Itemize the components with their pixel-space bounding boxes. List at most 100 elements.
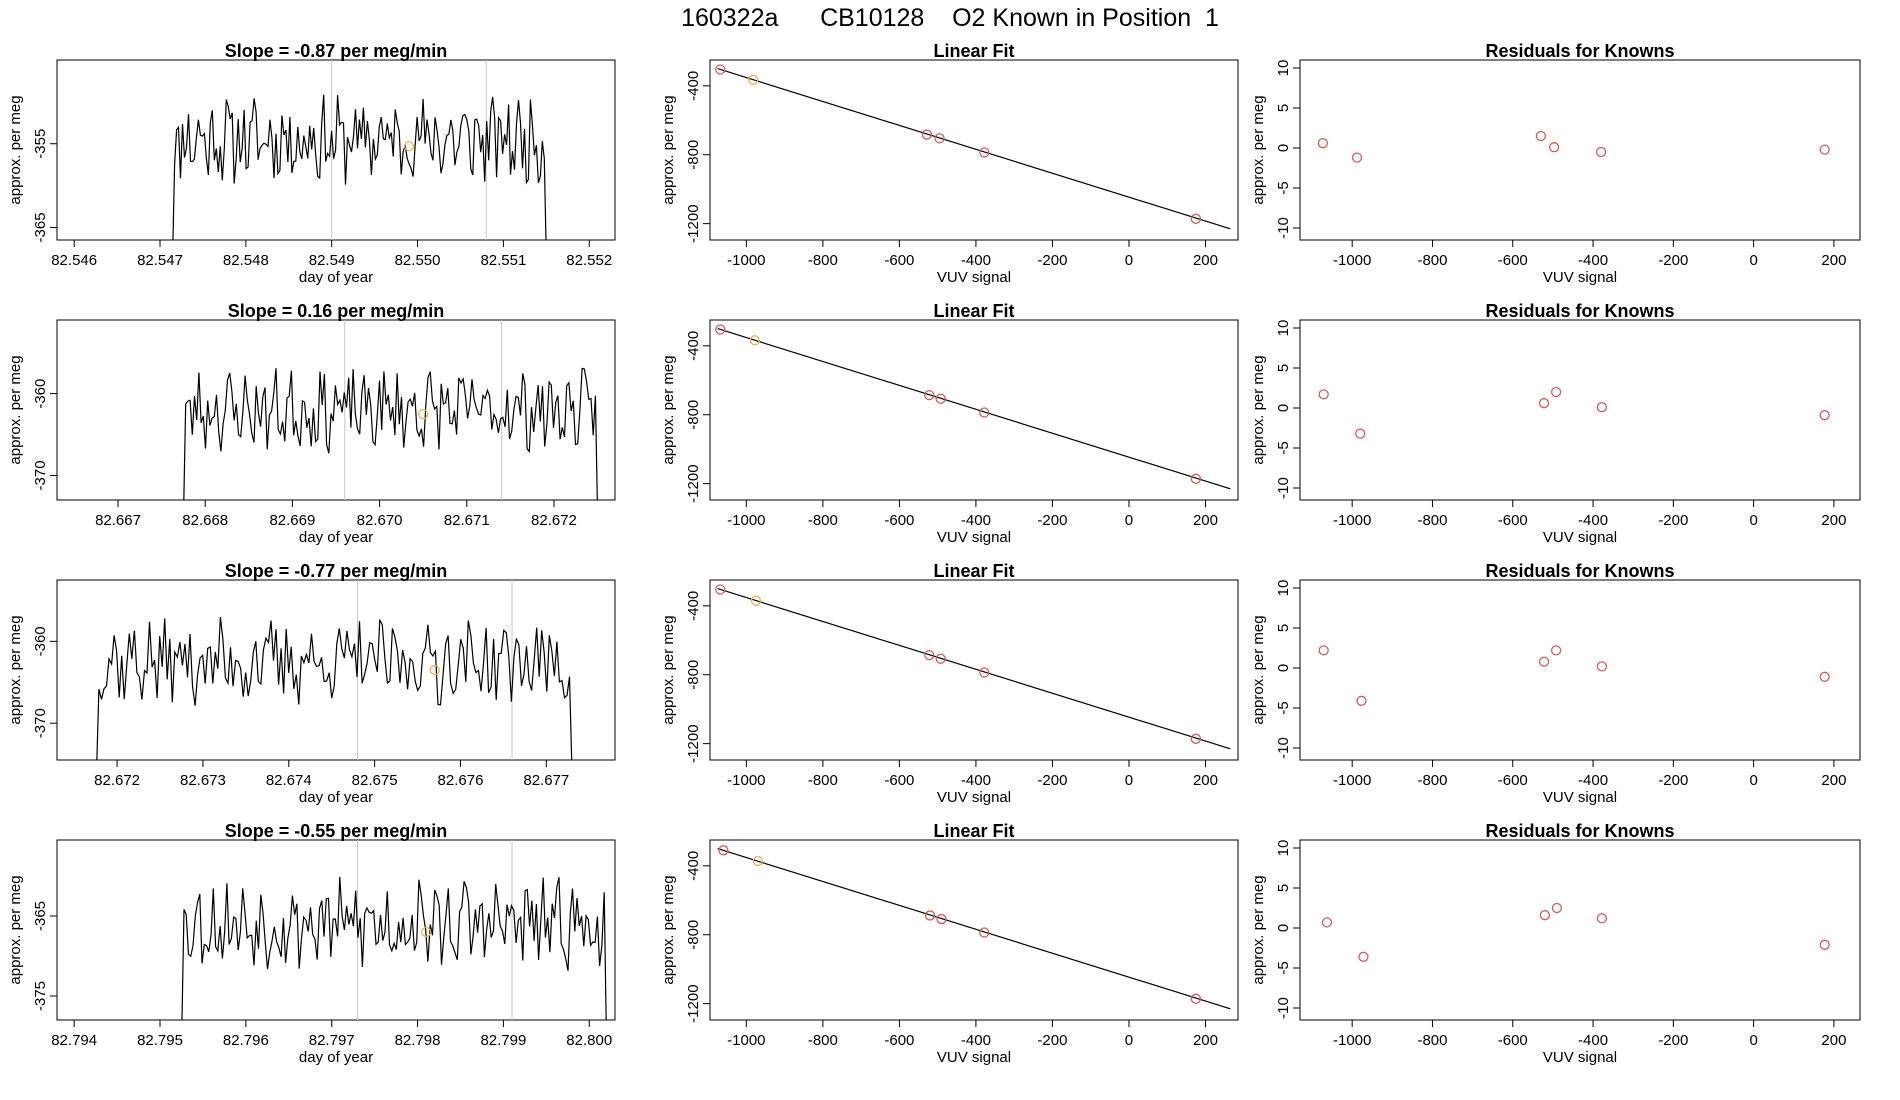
data-point [935,393,946,404]
x-tick-label: 82.667 [95,512,141,529]
panel-r3-c3: Residuals for Knowns-1000 -800 -600 -400 -20… [1250,561,1861,806]
x-tick-label: -400 [1578,1032,1608,1049]
series-line [181,876,607,1020]
x-tick-label: -800 [1417,1032,1447,1049]
x-axis-label: VUV signal [1543,269,1617,286]
x-tick-label: -600 [1498,1032,1528,1049]
data-point [1190,733,1202,744]
y-tick-label: 10 [1275,580,1292,597]
x-tick-label: -1000 [727,512,765,529]
y-tick-label: 0 [1275,404,1292,412]
data-point [752,855,763,867]
x-tick-label: -1000 [727,772,765,789]
x-tick-label: 82.671 [444,512,490,529]
y-axis-label: approx. per meg [7,615,24,724]
x-tick-label: 82.675 [352,772,398,789]
x-axis-label: day of year [299,529,373,546]
data-point [1318,389,1329,400]
x-tick-label: 0 [1749,252,1757,269]
plot-frame [709,319,1239,501]
data-point [1819,671,1830,682]
data-point [1819,939,1830,950]
y-tick-label: -1200 [685,204,702,242]
data-point [1819,144,1830,155]
y-axis-label: approx. per meg [1250,95,1267,204]
sample-marker [418,408,429,420]
x-tick-label: -200 [1037,252,1067,269]
x-tick-label: -600 [884,772,914,789]
y-tick-label: -400 [685,71,702,101]
data-point [1317,138,1329,149]
fit-line [717,68,1231,230]
y-tick-label: -5 [1275,441,1292,454]
y-axis-label: approx. per meg [1250,355,1267,464]
x-tick-label: -400 [961,772,991,789]
data-point [921,129,933,140]
y-tick-label: 0 [1275,144,1292,152]
x-axis-label: VUV signal [1543,529,1617,546]
y-tick-label: -400 [685,331,702,361]
x-axis-label: day of year [299,1049,373,1066]
data-point [715,64,726,75]
x-tick-label: -1000 [1333,512,1371,529]
plot-frame [709,579,1239,761]
x-axis-label: VUV signal [937,789,1011,806]
panel-title: Residuals for Knowns [1485,561,1674,581]
data-point [1358,951,1369,962]
x-tick-label: -400 [961,1032,991,1049]
x-tick-label: 200 [1193,512,1218,529]
x-tick-label: -1000 [727,1032,765,1049]
x-tick-label: 200 [1193,772,1218,789]
x-tick-label: -600 [1498,772,1528,789]
panel-title: Residuals for Knowns [1485,301,1674,321]
x-tick-label: -400 [1578,252,1608,269]
panel-title: Slope = -0.87 per meg/min [225,41,448,61]
x-tick-label: -1000 [1333,1032,1371,1049]
y-axis-label: approx. per meg [660,95,677,204]
data-point [1351,152,1363,163]
x-tick-label: -200 [1658,512,1688,529]
x-tick-label: -200 [1037,1032,1067,1049]
data-point [924,389,935,401]
x-tick-label: 0 [1125,252,1133,269]
x-tick-label: 82.676 [438,772,484,789]
y-tick-label: 5 [1275,624,1292,632]
x-tick-label: 82.672 [94,772,140,789]
x-tick-label: 82.670 [357,512,403,529]
y-tick-label: -800 [685,400,702,430]
x-axis-label: VUV signal [937,269,1011,286]
x-tick-label: -200 [1037,772,1067,789]
x-tick-label: 82.799 [480,1032,526,1049]
sample-marker [403,141,415,152]
x-tick-label: 82.552 [566,252,612,269]
y-tick-label: 5 [1275,364,1292,372]
data-point [924,910,936,921]
y-tick-label: -360 [32,379,49,409]
x-tick-label: 0 [1125,1032,1133,1049]
y-tick-label: -365 [32,901,49,931]
data-point [1595,146,1607,158]
data-point [924,649,935,661]
y-axis-label: approx. per meg [1250,875,1267,984]
x-tick-label: 82.800 [566,1032,612,1049]
x-tick-label: 200 [1193,252,1218,269]
x-tick-label: 82.795 [137,1032,183,1049]
panel-r4-c1: Slope = -0.55 per meg/min 82.794 82.795 82.… [7,821,616,1066]
y-tick-label: -800 [685,140,702,170]
x-tick-label: -1000 [1333,252,1371,269]
data-point [750,595,762,606]
x-tick-label: -400 [1578,512,1608,529]
x-tick-label: 82.548 [223,252,269,269]
plot-frame [56,839,616,1021]
x-tick-label: 82.796 [223,1032,269,1049]
y-tick-label: -800 [685,660,702,690]
data-point [1596,913,1608,924]
x-tick-label: -600 [1498,512,1528,529]
x-tick-label: -200 [1037,512,1067,529]
y-tick-label: 0 [1275,924,1292,932]
y-tick-label: -355 [32,129,49,159]
panel-title: Slope = 0.16 per meg/min [228,301,445,321]
y-axis-label: approx. per meg [660,875,677,984]
x-tick-label: 0 [1125,772,1133,789]
